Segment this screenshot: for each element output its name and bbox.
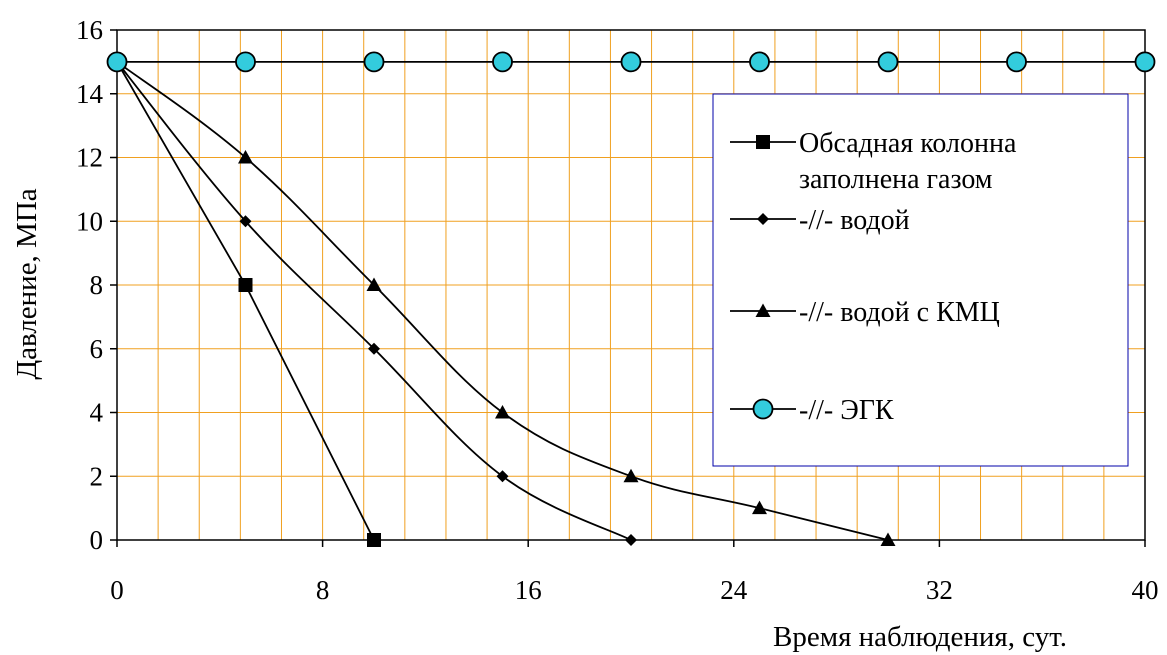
series-line	[116, 61, 632, 541]
y-tick-label: 10	[76, 206, 103, 236]
y-tick-label: 14	[76, 79, 104, 109]
marker-triangle	[366, 277, 382, 291]
marker-square	[756, 135, 770, 149]
marker-circle	[620, 51, 642, 73]
y-tick-label: 12	[76, 143, 103, 173]
y-tick-label: 6	[90, 334, 104, 364]
marker-diamond	[239, 215, 252, 228]
x-tick-label: 24	[720, 575, 748, 605]
legend-item: -//- водой	[730, 205, 910, 236]
marker-circle	[752, 398, 774, 420]
marker-circle	[1006, 51, 1027, 73]
marker-triangle	[495, 405, 510, 419]
marker-circle	[492, 51, 513, 73]
marker-circle	[749, 51, 770, 73]
legend-label: -//- водой	[799, 205, 910, 236]
series-square	[110, 54, 381, 547]
marker-diamond	[757, 213, 769, 225]
marker-circle	[877, 51, 899, 73]
legend-label: Обсадная колонна	[799, 128, 1017, 159]
series-diamond	[111, 55, 637, 546]
x-tick-label: 32	[926, 575, 953, 605]
y-tick-label: 0	[90, 525, 104, 555]
marker-diamond	[496, 470, 509, 483]
marker-triangle	[752, 500, 767, 515]
legend-label: -//- ЭГК	[799, 395, 894, 426]
marker-triangle	[880, 532, 896, 546]
legend-box	[712, 93, 1129, 467]
legend-item: Обсадная колонна заполнена газом	[730, 128, 1017, 195]
y-tick-label: 16	[76, 15, 103, 45]
marker-circle	[106, 51, 128, 73]
marker-circle	[235, 51, 256, 73]
x-tick-label: 16	[515, 575, 542, 605]
marker-triangle	[238, 150, 253, 164]
series-circle	[106, 51, 1156, 73]
series-line	[116, 61, 375, 541]
marker-square	[367, 533, 381, 547]
y-tick-label: 4	[90, 398, 104, 428]
marker-circle	[1134, 51, 1156, 73]
legend-item: -//- водой с КМЦ	[730, 297, 1000, 328]
legend: Обсадная колонна заполнена газом -//- водо…	[712, 93, 1129, 467]
legend-label: заполнена газом	[799, 164, 993, 195]
marker-triangle	[755, 303, 771, 317]
marker-diamond	[625, 534, 637, 546]
x-tick-label: 8	[316, 575, 330, 605]
marker-triangle	[623, 468, 639, 483]
y-axis-title: Давление, МПа	[11, 188, 43, 379]
marker-circle	[363, 51, 385, 73]
x-tick-label: 40	[1132, 575, 1159, 605]
legend-label: -//- водой с КМЦ	[799, 297, 1000, 328]
x-tick-label: 0	[110, 575, 124, 605]
x-axis-title: Время наблюдения, сут.	[773, 621, 1067, 653]
marker-diamond	[368, 342, 380, 355]
marker-square	[238, 278, 253, 292]
y-tick-label: 2	[90, 461, 104, 491]
series-layer	[106, 51, 1156, 547]
y-tick-label: 8	[90, 270, 104, 300]
legend-item: -//- ЭГК	[730, 395, 894, 426]
